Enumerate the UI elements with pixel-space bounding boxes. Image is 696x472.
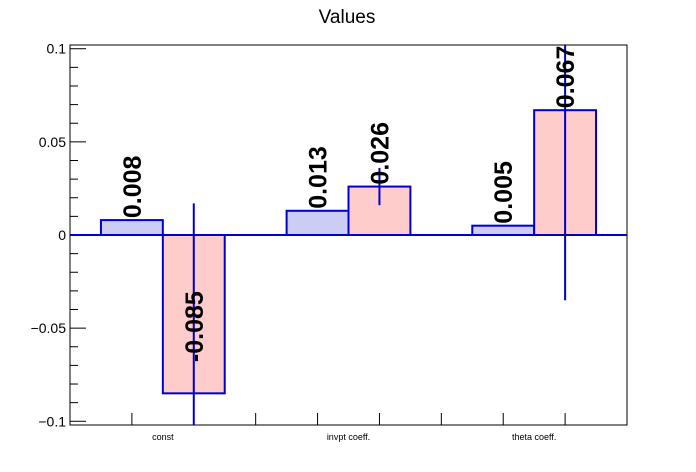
- y-tick-label: −0.1: [38, 413, 66, 429]
- y-tick-label: 0: [58, 227, 66, 243]
- bar: [99, 219, 164, 236]
- chart-title: Values: [319, 7, 376, 28]
- data-label: 0.026: [366, 122, 394, 185]
- bar: [285, 209, 350, 237]
- data-label: 0.008: [119, 155, 147, 218]
- x-category-label: theta coeff.: [512, 432, 556, 442]
- y-tick-label: 0.05: [39, 134, 66, 150]
- x-category-label: const: [152, 432, 174, 442]
- y-tick-label: 0.1: [47, 41, 67, 57]
- y-tick-label: −0.05: [31, 320, 67, 336]
- data-label: 0.005: [490, 161, 518, 224]
- bar: [471, 224, 536, 237]
- x-category-label: invpt coeff.: [327, 432, 370, 442]
- data-label: 0.067: [552, 46, 580, 109]
- data-label: -0.085: [181, 291, 209, 362]
- plot-area: −0.1 −0.05 0 0.05 0.1 const invpt coeff. theta …: [31, 41, 628, 442]
- data-label: 0.013: [305, 146, 333, 209]
